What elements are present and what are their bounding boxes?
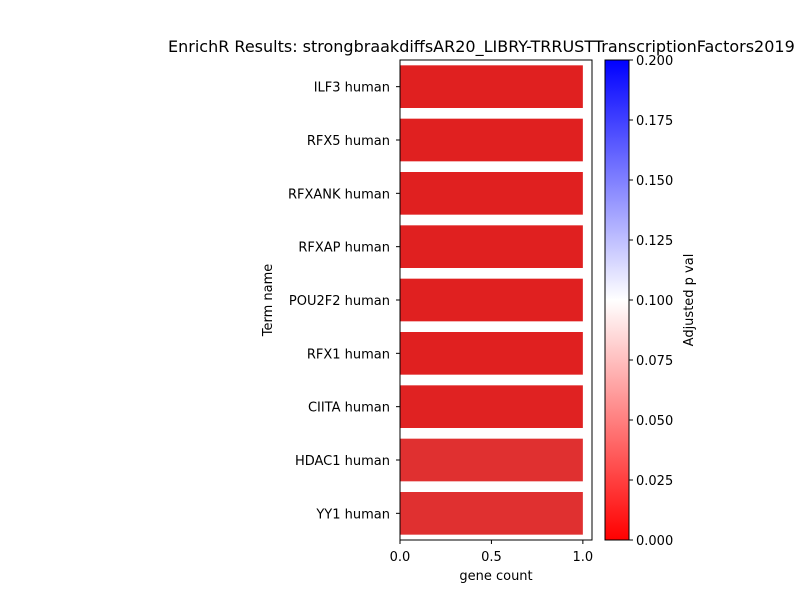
x-tick-labels: 0.0 0.5 1.0: [390, 540, 594, 565]
y-tick-labels: ILF3 human RFX5 human RFXANK human RFXAP hu…: [288, 81, 400, 522]
plot-frame: [399, 59, 593, 541]
colorbar-tick-label: 0.025: [636, 474, 673, 489]
y-tick-label: RFX1 human: [307, 347, 390, 362]
bar: [400, 225, 583, 268]
y-tick-label: YY1 human: [315, 507, 390, 522]
colorbar-label: Adjusted p val: [682, 254, 697, 347]
y-tick-label: ILF3 human: [314, 81, 390, 96]
x-tick-label: 1.0: [573, 550, 594, 565]
y-tick-label: RFXAP human: [298, 241, 390, 256]
colorbar: [604, 59, 630, 541]
colorbar-tick-label: 0.150: [636, 174, 673, 189]
colorbar-tick-label: 0.050: [636, 414, 673, 429]
x-axis-label: gene count: [459, 569, 532, 584]
colorbar-tick-labels: 0.000 0.025 0.050 0.075 0.100 0.125 0.150 0.175…: [629, 54, 673, 549]
bar: [400, 332, 583, 375]
bar: [400, 278, 583, 322]
y-tick-label: RFX5 human: [307, 134, 390, 149]
x-tick-label: 0.0: [390, 550, 411, 565]
colorbar-tick-label: 0.175: [636, 114, 673, 129]
colorbar-tick-label: 0.200: [636, 54, 673, 69]
chart-title: EnrichR Results: strongbraakdiffsAR20_LI…: [168, 37, 795, 57]
bar: [400, 65, 583, 108]
y-tick-label: HDAC1 human: [295, 454, 390, 469]
x-tick-label: 0.5: [481, 550, 502, 565]
bar: [400, 172, 583, 215]
y-axis-label: Term name: [261, 264, 276, 338]
y-tick-label: RFXANK human: [288, 187, 390, 202]
bar: [400, 385, 583, 428]
bar: [400, 438, 583, 482]
bar: [400, 492, 583, 535]
colorbar-tick-label: 0.000: [636, 534, 673, 549]
y-tick-label: CIITA human: [308, 401, 390, 416]
colorbar-tick-label: 0.125: [636, 234, 673, 249]
bars-group: [400, 65, 583, 535]
y-tick-label: POU2F2 human: [289, 294, 390, 309]
colorbar-tick-label: 0.100: [636, 294, 673, 309]
bar: [400, 118, 583, 162]
colorbar-tick-label: 0.075: [636, 354, 673, 369]
